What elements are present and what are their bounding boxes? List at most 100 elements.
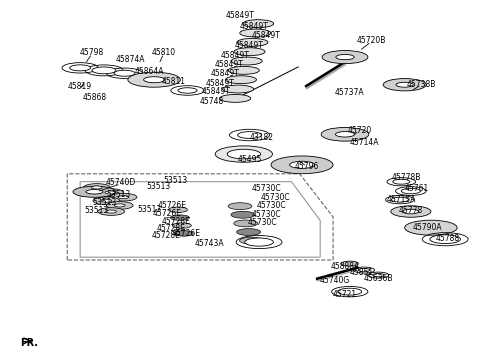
- Text: 45798: 45798: [80, 48, 104, 57]
- Text: 45740G: 45740G: [319, 276, 349, 285]
- Ellipse shape: [107, 202, 133, 209]
- Text: 45748: 45748: [199, 97, 224, 106]
- Text: 43182: 43182: [250, 133, 274, 142]
- Ellipse shape: [393, 179, 410, 184]
- Text: 45851: 45851: [349, 268, 374, 277]
- Ellipse shape: [227, 149, 261, 159]
- Ellipse shape: [242, 20, 274, 28]
- Text: 45874A: 45874A: [116, 55, 145, 64]
- Text: 45730C: 45730C: [248, 218, 278, 227]
- Text: 45778: 45778: [399, 206, 423, 215]
- Ellipse shape: [238, 132, 262, 138]
- Text: 53513: 53513: [147, 182, 171, 191]
- Ellipse shape: [231, 211, 255, 218]
- Text: 45849T: 45849T: [215, 60, 244, 69]
- Text: 45849T: 45849T: [205, 79, 234, 88]
- Ellipse shape: [322, 51, 368, 64]
- Text: 45740D: 45740D: [106, 178, 136, 187]
- Ellipse shape: [144, 77, 165, 83]
- Ellipse shape: [405, 220, 457, 235]
- Text: 45728E: 45728E: [161, 217, 190, 226]
- Text: 45738B: 45738B: [407, 80, 436, 89]
- Text: 45849T: 45849T: [252, 31, 281, 40]
- Ellipse shape: [172, 223, 192, 228]
- Ellipse shape: [223, 85, 253, 93]
- Text: 53513: 53513: [106, 190, 131, 199]
- Text: 45730C: 45730C: [256, 201, 286, 210]
- Text: 45849T: 45849T: [226, 11, 254, 20]
- Text: 45788: 45788: [435, 234, 460, 243]
- Ellipse shape: [401, 188, 420, 194]
- Text: 45849T: 45849T: [234, 41, 263, 50]
- Ellipse shape: [430, 235, 460, 244]
- Ellipse shape: [215, 146, 273, 162]
- Ellipse shape: [110, 193, 137, 201]
- Text: 53513: 53513: [164, 177, 188, 185]
- Ellipse shape: [114, 70, 135, 76]
- Text: 45720: 45720: [347, 126, 372, 135]
- Text: 45868: 45868: [83, 93, 107, 102]
- Text: FR.: FR.: [21, 338, 38, 348]
- Ellipse shape: [237, 38, 268, 46]
- Ellipse shape: [84, 184, 110, 191]
- Ellipse shape: [92, 67, 116, 74]
- Ellipse shape: [336, 54, 354, 60]
- Text: 45726E: 45726E: [172, 228, 201, 237]
- Ellipse shape: [86, 190, 103, 194]
- Ellipse shape: [383, 79, 426, 91]
- Ellipse shape: [178, 88, 197, 93]
- Text: 45796: 45796: [295, 162, 319, 171]
- Text: 45721: 45721: [333, 290, 357, 299]
- Ellipse shape: [391, 206, 431, 217]
- Ellipse shape: [336, 131, 355, 137]
- Ellipse shape: [396, 82, 413, 87]
- Ellipse shape: [237, 228, 261, 235]
- Ellipse shape: [101, 199, 112, 202]
- Ellipse shape: [118, 195, 129, 199]
- Ellipse shape: [359, 269, 370, 272]
- Text: 45737A: 45737A: [335, 88, 365, 97]
- Ellipse shape: [97, 189, 123, 196]
- Text: 45811: 45811: [161, 77, 185, 87]
- Text: 45726E: 45726E: [153, 209, 182, 218]
- Text: 45810: 45810: [152, 48, 176, 57]
- Ellipse shape: [73, 186, 116, 197]
- Text: 45849T: 45849T: [221, 51, 250, 60]
- Ellipse shape: [391, 197, 408, 202]
- Ellipse shape: [245, 238, 274, 246]
- Text: 53513: 53513: [92, 198, 116, 207]
- Text: 45849T: 45849T: [210, 70, 239, 79]
- Ellipse shape: [106, 210, 117, 213]
- Ellipse shape: [338, 288, 362, 295]
- Ellipse shape: [170, 215, 190, 220]
- Ellipse shape: [168, 207, 188, 212]
- Ellipse shape: [234, 220, 258, 227]
- Text: 45730C: 45730C: [261, 193, 290, 202]
- Ellipse shape: [289, 161, 314, 168]
- Text: 45778B: 45778B: [391, 173, 421, 182]
- Ellipse shape: [226, 76, 256, 84]
- Ellipse shape: [174, 231, 193, 236]
- Ellipse shape: [240, 29, 271, 37]
- Text: 45790A: 45790A: [412, 223, 442, 232]
- Text: 45636B: 45636B: [364, 274, 393, 283]
- Text: 45726E: 45726E: [158, 201, 187, 210]
- Ellipse shape: [341, 261, 359, 266]
- Text: 45730C: 45730C: [252, 210, 281, 219]
- Ellipse shape: [105, 191, 116, 194]
- Text: 45728E: 45728E: [152, 231, 180, 240]
- Text: 45730C: 45730C: [252, 184, 281, 193]
- Text: 45888A: 45888A: [330, 262, 360, 271]
- Ellipse shape: [220, 94, 251, 102]
- Ellipse shape: [98, 208, 124, 215]
- Ellipse shape: [403, 209, 419, 214]
- Ellipse shape: [372, 273, 384, 277]
- Ellipse shape: [231, 57, 262, 65]
- Text: 45714A: 45714A: [349, 138, 379, 147]
- Text: 45849T: 45849T: [202, 87, 230, 96]
- Ellipse shape: [114, 204, 125, 207]
- Ellipse shape: [70, 65, 91, 71]
- Ellipse shape: [93, 197, 120, 205]
- Ellipse shape: [228, 66, 259, 74]
- Text: 45864A: 45864A: [134, 67, 164, 76]
